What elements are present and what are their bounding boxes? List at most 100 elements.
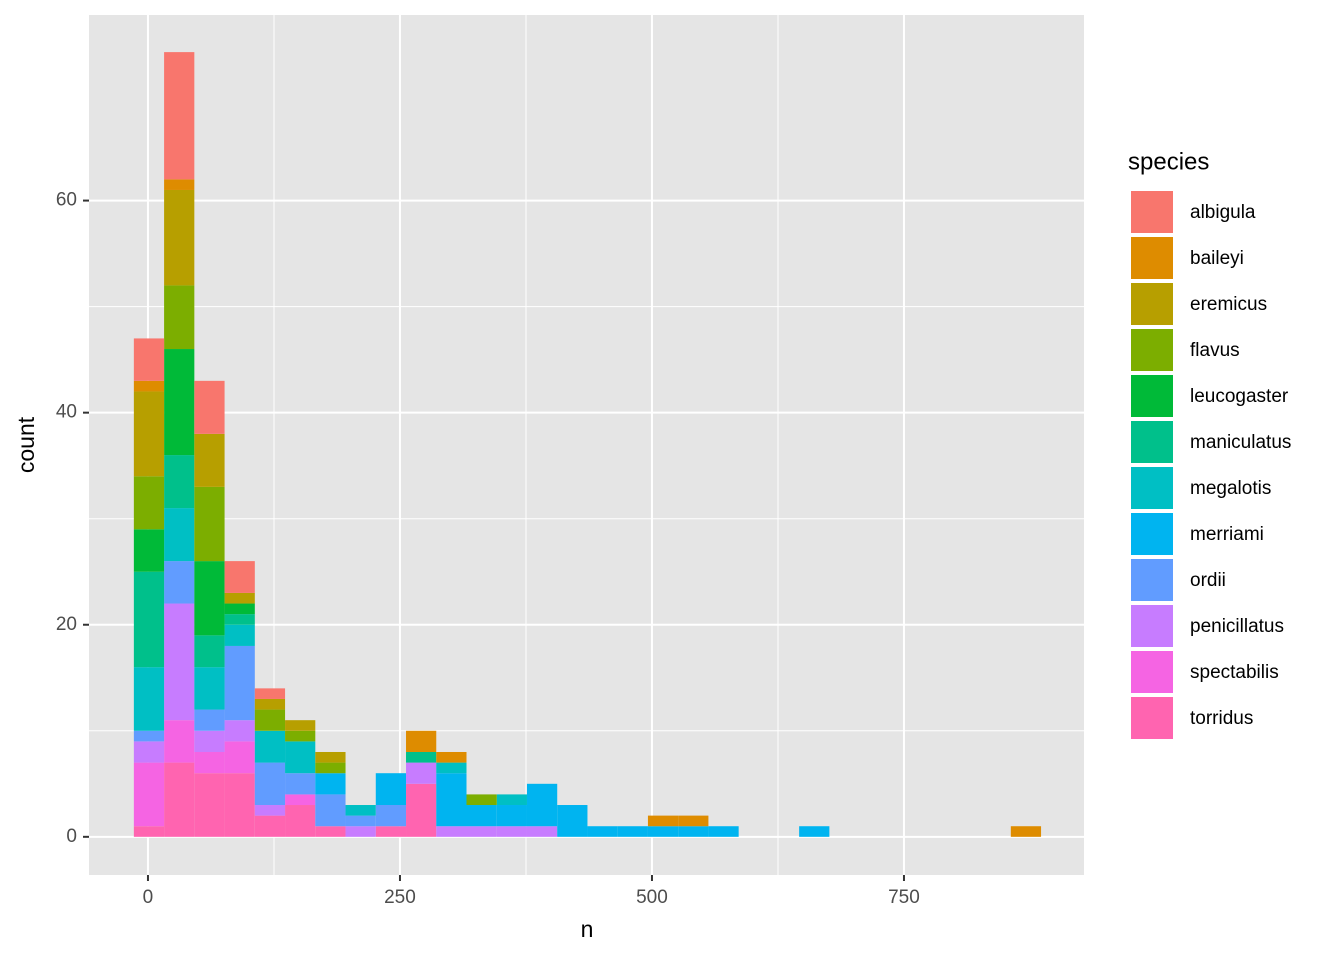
bar-segment <box>164 455 195 509</box>
bar-segment <box>133 762 165 827</box>
legend-label: penicillatus <box>1190 616 1284 637</box>
bar-segment <box>194 773 225 837</box>
bar-segment <box>194 667 225 710</box>
bar-segment <box>254 762 286 806</box>
y-tick-label: 0 <box>66 826 77 847</box>
bar-segment <box>224 645 255 721</box>
bar-segment <box>466 826 497 837</box>
bar-segment <box>224 561 255 593</box>
bar-segment <box>133 826 165 837</box>
bar-segment <box>164 561 195 604</box>
legend-label: torridus <box>1190 708 1253 729</box>
x-tick-label: 750 <box>888 887 920 908</box>
legend-key <box>1129 281 1175 327</box>
bar-segment <box>194 709 225 731</box>
bar-segment <box>526 826 558 837</box>
bar-segment <box>133 529 165 572</box>
bar-segment <box>345 815 376 827</box>
bar-segment <box>375 773 407 806</box>
bar-segment <box>375 805 407 827</box>
bar-segment <box>254 815 286 837</box>
legend-key <box>1129 557 1175 603</box>
bar-segment <box>164 285 195 350</box>
legend-label: spectabilis <box>1190 662 1279 683</box>
bar-segment <box>496 794 527 806</box>
bar-segment <box>406 762 437 784</box>
legend-label: ordii <box>1190 570 1226 591</box>
bar-segment <box>254 698 286 710</box>
bar-segment <box>254 688 286 699</box>
bar-segment <box>133 391 165 477</box>
bar-segment <box>647 826 679 837</box>
bar-segment <box>436 751 467 763</box>
bar-segment <box>436 773 467 827</box>
bar-segment <box>406 751 437 763</box>
legend-key <box>1129 327 1175 373</box>
bar-segment <box>406 730 437 752</box>
bar-segment <box>194 486 225 562</box>
bar-segment <box>436 826 467 837</box>
legend-label: baileyi <box>1190 248 1244 269</box>
bar-segment <box>224 624 255 646</box>
bar-segment <box>194 561 225 636</box>
bar-segment <box>315 826 346 837</box>
legend-key <box>1129 603 1175 649</box>
legend-label: eremicus <box>1190 294 1267 315</box>
bar-segment <box>708 826 739 837</box>
legend-key <box>1129 419 1175 465</box>
bar-segment <box>133 338 165 381</box>
bar-segment <box>466 805 497 827</box>
bar-segment <box>194 635 225 668</box>
bar-segment <box>194 433 225 487</box>
bar-segment <box>526 783 558 827</box>
legend-label: leucogaster <box>1190 386 1289 407</box>
legend-key <box>1129 373 1175 419</box>
legend-key <box>1129 649 1175 695</box>
bar-segment <box>345 805 376 816</box>
bar-segment <box>587 826 618 837</box>
bar-segment <box>285 773 316 795</box>
x-axis-title: n <box>581 916 594 942</box>
bar-segment <box>285 741 316 774</box>
y-tick-label: 40 <box>56 402 77 423</box>
bar-segment <box>315 762 346 774</box>
bar-segment <box>194 730 225 752</box>
legend-key <box>1129 511 1175 557</box>
legend-key <box>1129 235 1175 281</box>
legend-key <box>1129 695 1175 741</box>
bar-segment <box>1010 826 1042 837</box>
bar-segment <box>617 826 648 837</box>
bar-segment <box>254 805 286 816</box>
y-axis-title: count <box>13 416 39 473</box>
bar-segment <box>647 815 679 827</box>
bar-segment <box>285 805 316 837</box>
bar-segment <box>285 720 316 731</box>
x-tick-label: 0 <box>143 887 154 908</box>
legend-title: species <box>1128 148 1209 175</box>
bar-segment <box>133 476 165 530</box>
legend-key <box>1129 189 1175 235</box>
bar-segment <box>678 815 709 827</box>
bar-segment <box>164 720 195 763</box>
bar-segment <box>285 794 316 806</box>
bar-segment <box>164 508 195 562</box>
bar-segment <box>254 709 286 731</box>
bar-segment <box>164 189 195 286</box>
bar-segment <box>133 571 165 668</box>
legend-key <box>1129 465 1175 511</box>
legend-label: megalotis <box>1190 478 1271 499</box>
bar-segment <box>678 826 709 837</box>
bar-segment <box>164 762 195 837</box>
y-tick-label: 60 <box>56 190 77 211</box>
bar-segment <box>194 751 225 774</box>
legend-label: albigula <box>1190 202 1256 223</box>
bar-segment <box>496 826 527 837</box>
bar-segment <box>194 380 225 434</box>
bar-segment <box>345 826 376 837</box>
bar-segment <box>466 794 497 806</box>
legend-label: merriami <box>1190 524 1264 545</box>
bar-segment <box>164 349 195 456</box>
bar-segment <box>133 380 165 392</box>
bar-segment <box>164 603 195 721</box>
bar-segment <box>133 741 165 763</box>
